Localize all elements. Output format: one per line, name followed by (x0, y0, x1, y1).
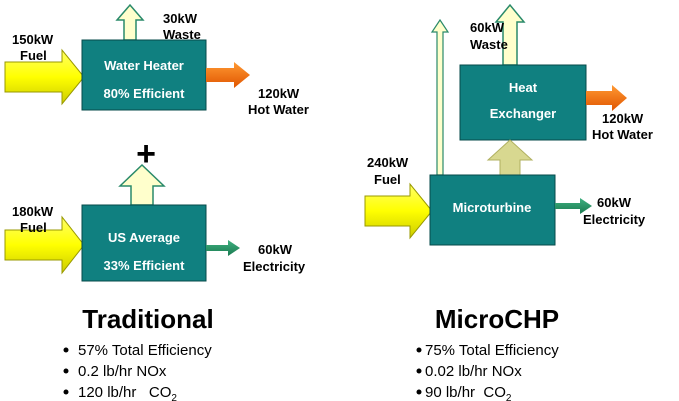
label: 60kW (470, 20, 505, 35)
bullets: 57% Total Efficiency 0.2 lb/hr NOx 120 l… (63, 342, 212, 401)
box-text: 33% Efficient (104, 258, 186, 273)
waste-arrow (115, 3, 145, 41)
bullet-text: 0.02 lb/hr NOx (425, 363, 522, 380)
label: Waste (470, 37, 508, 52)
label: Electricity (243, 259, 306, 274)
label: Electricity (583, 212, 646, 227)
label: 240kW (367, 155, 409, 170)
box-title: Water Heater (104, 58, 184, 73)
bullets: 75% Total Efficiency 0.02 lb/hr NOx 90 l… (416, 342, 559, 401)
label: 60kW (597, 195, 632, 210)
electricity-arrow (206, 240, 240, 256)
fuel-arrow (4, 215, 85, 275)
heading: Traditional (82, 304, 213, 334)
label: Fuel (20, 220, 47, 235)
waste-arrow (118, 163, 166, 206)
label: 30kW (163, 11, 198, 26)
box-title: US Average (108, 230, 180, 245)
bullet-text: 57% Total Efficiency (78, 342, 212, 359)
bullet-text: 75% Total Efficiency (425, 342, 559, 359)
text: 120 lb/hr CO (78, 384, 171, 401)
box-text: 80% Efficient (104, 86, 186, 101)
label: 180kW (12, 204, 54, 219)
bullet (63, 368, 69, 374)
box-title: Exchanger (490, 106, 556, 121)
heat-exchanger-box (459, 64, 587, 141)
label: Fuel (374, 172, 401, 187)
microturbine-box (429, 174, 556, 246)
bullet-text: 120 lb/hr CO2 (78, 384, 177, 401)
plus: + (136, 135, 156, 173)
water-heater-box (81, 39, 207, 111)
hot-water-arrow (586, 85, 627, 111)
label: 120kW (258, 86, 300, 101)
fuel-arrow (364, 182, 433, 240)
label: Waste (163, 27, 201, 42)
bullet (416, 389, 422, 395)
bullet-text: 0.2 lb/hr NOx (78, 363, 167, 380)
label: Hot Water (248, 102, 309, 117)
electricity-arrow (555, 198, 592, 214)
bullet (63, 347, 69, 353)
subscript: 2 (506, 393, 512, 401)
hot-water-arrow (206, 62, 250, 88)
label: 120kW (602, 111, 644, 126)
waste-arrow (430, 18, 450, 176)
heat-arrow (486, 139, 534, 176)
text: 90 lb/hr CO (425, 384, 506, 401)
subscript: 2 (171, 393, 177, 401)
label: Hot Water (592, 127, 653, 142)
heading: MicroCHP (435, 304, 559, 334)
bullet (63, 389, 69, 395)
box-title: Microturbine (453, 200, 532, 215)
box-title: Heat (509, 80, 538, 95)
label: Fuel (20, 48, 47, 63)
bullet (416, 368, 422, 374)
label: 60kW (258, 242, 293, 257)
waste-arrow (494, 3, 526, 66)
bullet-text: 90 lb/hr CO2 (425, 384, 512, 401)
label: 150kW (12, 32, 54, 47)
us-average-box (81, 204, 207, 282)
fuel-arrow (4, 48, 85, 106)
bullet (416, 347, 422, 353)
